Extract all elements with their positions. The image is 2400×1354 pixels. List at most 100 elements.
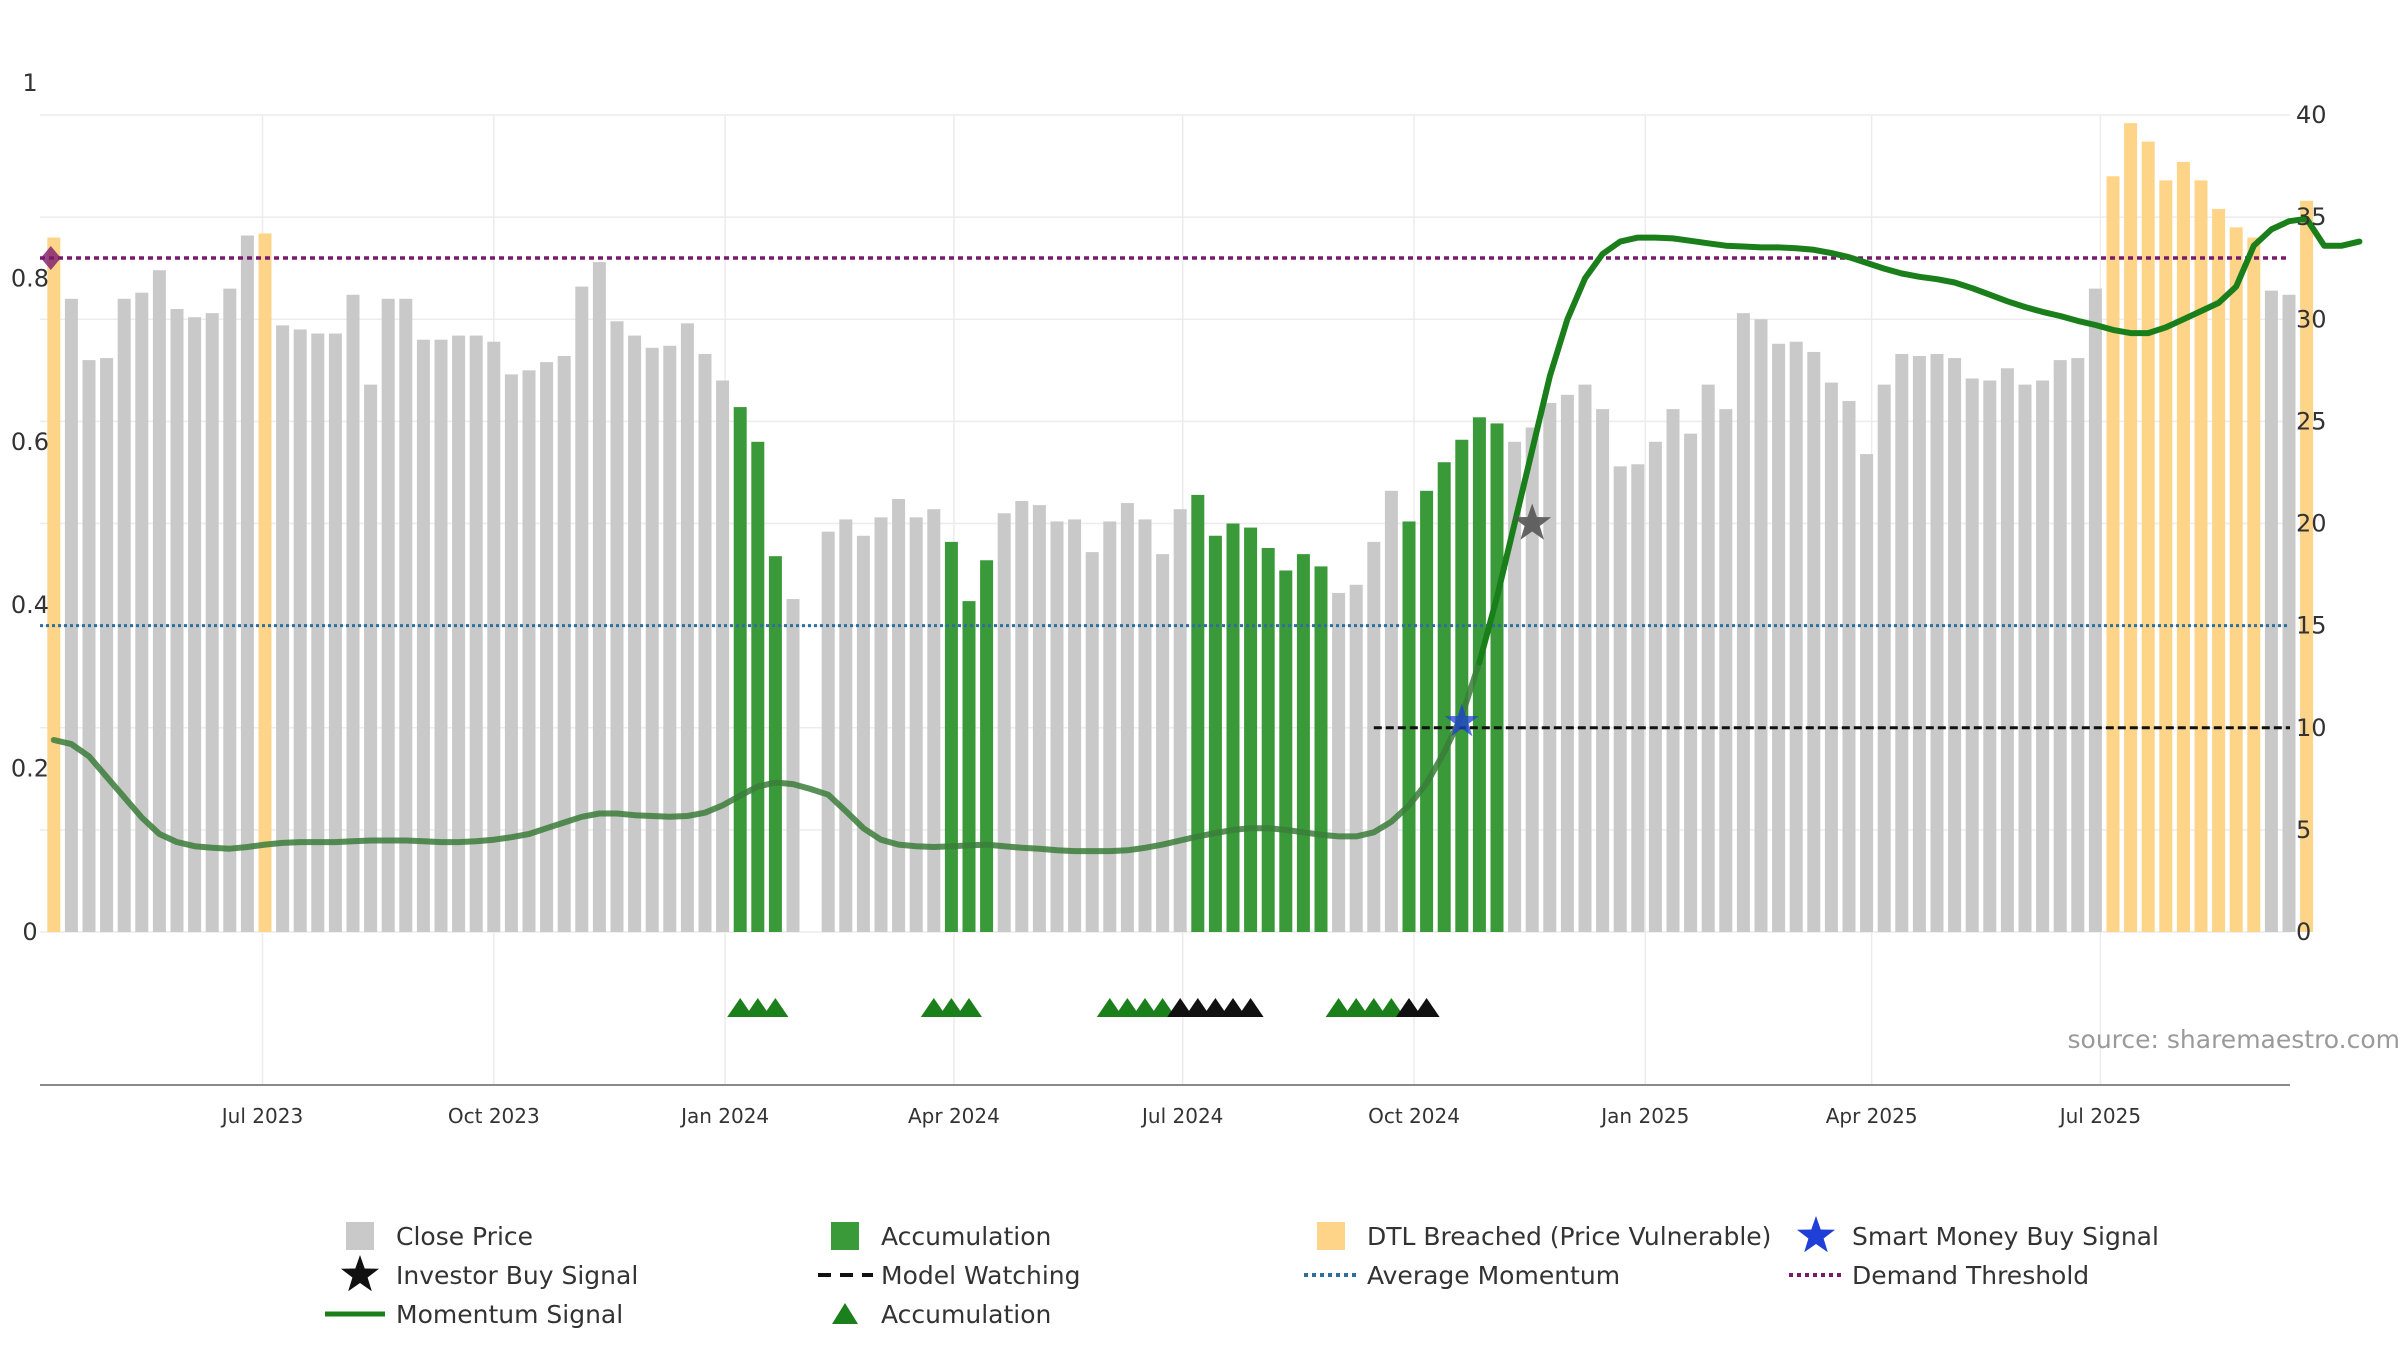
legend-swatch bbox=[1317, 1222, 1345, 1250]
bar-close-103 bbox=[1860, 454, 1873, 932]
bar-accumulation-66 bbox=[1209, 536, 1222, 932]
legend-label-2: DTL Breached (Price Vulnerable) bbox=[1367, 1222, 1771, 1251]
bar-dtl-12 bbox=[259, 233, 272, 932]
bar-close-100 bbox=[1807, 352, 1820, 932]
bar-close-27 bbox=[523, 370, 536, 932]
bar-accumulation-53 bbox=[980, 560, 993, 932]
legend-item-0: Close Price bbox=[346, 1222, 533, 1251]
accumulation-marker-52 bbox=[956, 998, 982, 1017]
bar-close-86 bbox=[1561, 395, 1574, 932]
bar-dtl-124 bbox=[2230, 227, 2243, 932]
legend: Close Price Accumulation DTL Breached (Pri… bbox=[325, 1216, 2159, 1329]
source-credit: source: sharemaestro.com bbox=[2068, 1025, 2400, 1054]
bar-close-109 bbox=[1966, 378, 1979, 932]
legend-item-6: Average Momentum bbox=[1304, 1261, 1620, 1290]
legend-item-8: Momentum Signal bbox=[325, 1300, 623, 1329]
left-tick-label-5: 1 bbox=[22, 69, 37, 97]
bar-dtl-125 bbox=[2247, 238, 2260, 932]
bar-close-61 bbox=[1121, 503, 1134, 932]
bar-close-18 bbox=[364, 385, 377, 932]
bar-close-37 bbox=[699, 354, 712, 932]
bar-series bbox=[47, 123, 2313, 932]
bar-close-107 bbox=[1931, 354, 1944, 932]
bar-close-4 bbox=[118, 299, 131, 932]
legend-star-icon bbox=[1797, 1216, 1835, 1252]
bar-close-74 bbox=[1350, 585, 1363, 932]
bar-close-10 bbox=[223, 289, 236, 932]
legend-label-7: Demand Threshold bbox=[1852, 1261, 2089, 1290]
bar-close-47 bbox=[875, 517, 888, 932]
bar-accumulation-67 bbox=[1227, 524, 1240, 933]
legend-item-3: Smart Money Buy Signal bbox=[1797, 1216, 2159, 1252]
bar-accumulation-72 bbox=[1315, 566, 1328, 932]
legend-label-0: Close Price bbox=[396, 1222, 533, 1251]
bar-close-49 bbox=[910, 517, 923, 932]
bar-close-110 bbox=[1983, 381, 1996, 932]
bar-close-46 bbox=[857, 536, 870, 932]
bar-accumulation-39 bbox=[734, 407, 747, 932]
left-tick-label-2: 0.4 bbox=[11, 591, 49, 619]
right-tick-label-4: 20 bbox=[2296, 510, 2327, 538]
bar-close-25 bbox=[487, 342, 500, 932]
bar-close-11 bbox=[241, 236, 254, 932]
bar-close-87 bbox=[1579, 385, 1592, 932]
legend-label-5: Model Watching bbox=[881, 1261, 1081, 1290]
x-tick-label-4: Jul 2024 bbox=[1140, 1104, 1223, 1128]
bar-close-2 bbox=[83, 360, 96, 932]
bar-close-85 bbox=[1543, 403, 1556, 932]
x-tick-label-6: Jan 2025 bbox=[1599, 1104, 1689, 1128]
right-tick-label-2: 10 bbox=[2296, 714, 2327, 742]
bar-close-26 bbox=[505, 374, 518, 932]
x-tick-label-2: Jan 2024 bbox=[679, 1104, 769, 1128]
bar-close-112 bbox=[2019, 385, 2032, 932]
bar-close-95 bbox=[1719, 409, 1732, 932]
bar-close-108 bbox=[1948, 358, 1961, 932]
bar-dtl-123 bbox=[2212, 209, 2225, 932]
bar-close-99 bbox=[1790, 342, 1803, 932]
bar-close-50 bbox=[927, 509, 940, 932]
bar-close-45 bbox=[839, 519, 852, 932]
bar-close-76 bbox=[1385, 491, 1398, 932]
legend-label-9: Accumulation bbox=[881, 1300, 1051, 1329]
bar-dtl-119 bbox=[2142, 142, 2155, 932]
legend-item-1: Accumulation bbox=[831, 1222, 1051, 1251]
legend-label-4: Investor Buy Signal bbox=[396, 1261, 638, 1290]
left-tick-label-1: 0.2 bbox=[11, 755, 49, 783]
bar-close-38 bbox=[716, 381, 729, 932]
bar-dtl-120 bbox=[2159, 180, 2172, 932]
right-tick-label-1: 5 bbox=[2296, 816, 2311, 844]
bar-close-34 bbox=[646, 348, 659, 932]
bar-close-31 bbox=[593, 262, 606, 932]
x-tick-label-8: Jul 2025 bbox=[2058, 1104, 2141, 1128]
bar-dtl-117 bbox=[2107, 176, 2120, 932]
bar-close-126 bbox=[2265, 291, 2278, 932]
right-tick-label-7: 35 bbox=[2296, 203, 2327, 231]
bar-dtl-118 bbox=[2124, 123, 2137, 932]
bar-accumulation-78 bbox=[1420, 491, 1433, 932]
bar-dtl-122 bbox=[2195, 180, 2208, 932]
legend-item-9: Accumulation bbox=[832, 1300, 1051, 1329]
bar-close-56 bbox=[1033, 505, 1046, 932]
legend-swatch bbox=[346, 1222, 374, 1250]
bar-close-93 bbox=[1684, 434, 1697, 932]
bar-close-20 bbox=[399, 299, 412, 932]
bar-accumulation-80 bbox=[1455, 440, 1468, 932]
bar-close-96 bbox=[1737, 313, 1750, 932]
bar-close-101 bbox=[1825, 383, 1838, 932]
bar-accumulation-82 bbox=[1491, 423, 1504, 932]
bar-close-111 bbox=[2001, 368, 2014, 932]
legend-label-8: Momentum Signal bbox=[396, 1300, 623, 1329]
x-tick-label-5: Oct 2024 bbox=[1368, 1104, 1460, 1128]
right-tick-label-3: 15 bbox=[2296, 612, 2327, 640]
bar-close-84 bbox=[1526, 428, 1539, 932]
bar-close-127 bbox=[2283, 295, 2296, 932]
bar-accumulation-41 bbox=[769, 556, 782, 932]
right-tick-label-5: 25 bbox=[2296, 407, 2327, 435]
bar-close-29 bbox=[558, 356, 571, 932]
bar-close-58 bbox=[1068, 519, 1081, 932]
x-tick-label-3: Apr 2024 bbox=[908, 1104, 1000, 1128]
bar-close-90 bbox=[1631, 464, 1644, 932]
legend-triangle-icon bbox=[832, 1303, 858, 1324]
bar-close-104 bbox=[1878, 385, 1891, 932]
